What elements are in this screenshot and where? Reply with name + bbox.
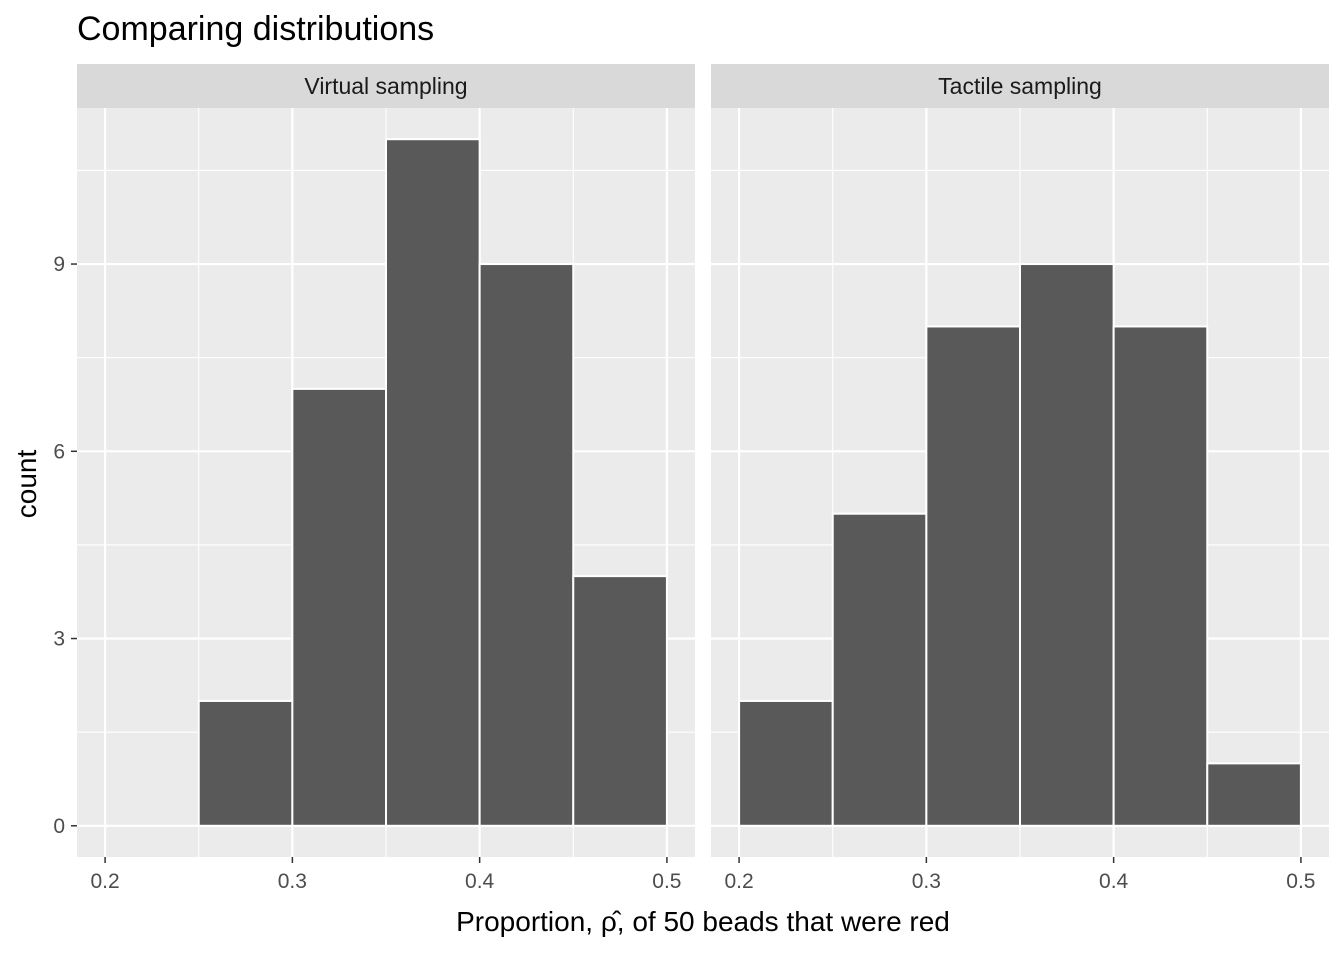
x-tick-label: 0.5	[652, 870, 681, 893]
histogram-bar	[478, 263, 575, 827]
facet-strip-label: Tactile sampling	[938, 73, 1102, 99]
histogram-bar	[291, 387, 388, 827]
histogram-bar	[1206, 762, 1302, 827]
x-tick-label: 0.5	[1286, 870, 1315, 893]
chart-title: Comparing distributions	[77, 10, 434, 48]
y-tick-label: 6	[53, 440, 65, 463]
facet-strip	[711, 64, 1329, 108]
histogram-bar	[738, 699, 834, 827]
x-tick-label: 0.3	[912, 870, 941, 893]
x-tick-label: 0.4	[1099, 870, 1129, 893]
histogram-bar	[925, 325, 1022, 827]
facet-strip	[77, 64, 695, 108]
y-tick-label: 0	[53, 815, 65, 838]
facet-strip-label: Virtual sampling	[304, 73, 467, 99]
facet-panel: Tactile sampling 0.2 0.3 0.4 0.5	[711, 64, 1329, 893]
histogram-bar	[1112, 325, 1209, 827]
x-tick-label: 0.3	[278, 870, 307, 893]
histogram-bar	[1019, 263, 1115, 827]
facet-panel: Virtual sampling 0.2 0.3 0.4 0.5	[77, 64, 695, 893]
x-axis-title: Proportion, ρ̂, of 50 beads that were re…	[456, 906, 950, 937]
y-axis-title: count	[11, 450, 42, 519]
y-tick-label: 9	[53, 253, 65, 276]
histogram-bar	[385, 138, 481, 827]
y-axis: 0 3 6 9	[53, 253, 77, 838]
histogram-bar	[572, 575, 668, 827]
x-tick-label: 0.4	[465, 870, 495, 893]
x-tick-label: 0.2	[724, 870, 753, 893]
histogram-bar	[197, 699, 294, 827]
y-tick-label: 3	[53, 628, 65, 651]
x-tick-label: 0.2	[90, 870, 119, 893]
histogram-bar	[831, 512, 928, 827]
